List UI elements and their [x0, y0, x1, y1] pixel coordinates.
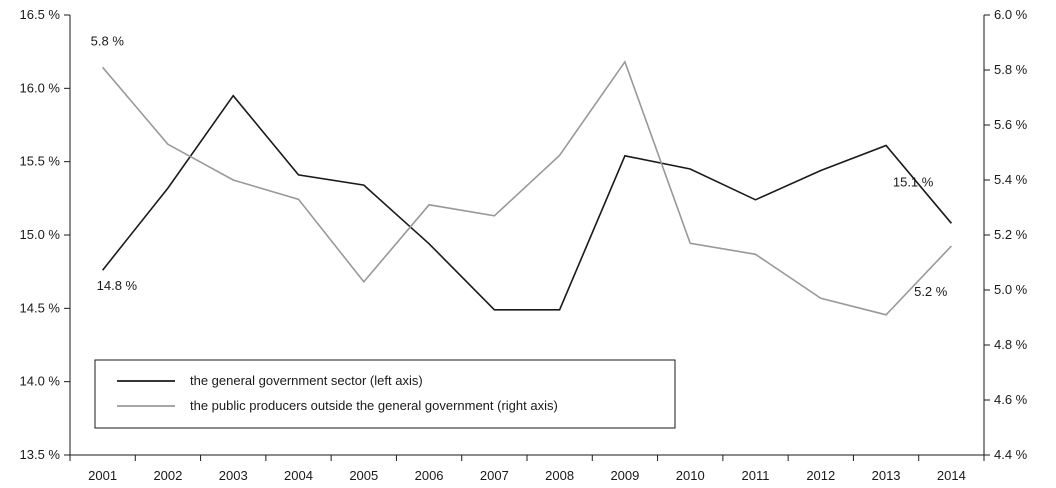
x-tick-label: 2005 — [349, 468, 378, 483]
right-y-tick-label: 5.2 % — [994, 227, 1028, 242]
legend-label: the general government sector (left axis… — [190, 373, 423, 388]
right-y-tick-label: 6.0 % — [994, 7, 1028, 22]
general-government-line — [101, 94, 953, 311]
x-tick-label: 2001 — [88, 468, 117, 483]
axes: 13.5 % 14.0 % 14.5 % 15.0 % 15.5 % 16.0 % 16.5… — [20, 7, 1028, 483]
data-labels: 5.8 % 14.8 % 15.1 % 5.2 % — [91, 33, 948, 299]
x-tick-label: 2014 — [937, 468, 966, 483]
right-y-tick-label: 5.8 % — [994, 62, 1028, 77]
right-y-tick-label: 5.4 % — [994, 172, 1028, 187]
data-label: 5.2 % — [914, 284, 948, 299]
right-y-tick-label: 4.6 % — [994, 392, 1028, 407]
x-tick-label: 2010 — [676, 468, 705, 483]
x-tick-label: 2004 — [284, 468, 313, 483]
left-y-tick-label: 13.5 % — [20, 447, 61, 462]
x-tick-label: 2013 — [872, 468, 901, 483]
x-tick-label: 2003 — [219, 468, 248, 483]
x-tick-label: 2009 — [610, 468, 639, 483]
x-tick-label: 2006 — [415, 468, 444, 483]
x-tick-label: 2007 — [480, 468, 509, 483]
right-y-tick-label: 5.6 % — [994, 117, 1028, 132]
left-y-tick-label: 16.0 % — [20, 80, 61, 95]
legend: the general government sector (left axis… — [94, 359, 676, 429]
right-y-tick-label: 5.0 % — [994, 282, 1028, 297]
x-tick-label: 2012 — [806, 468, 835, 483]
data-label: 15.1 % — [893, 174, 934, 189]
left-y-tick-label: 16.5 % — [20, 7, 61, 22]
left-y-tick-label: 14.5 % — [20, 300, 61, 315]
x-tick-label: 2011 — [742, 468, 770, 483]
legend-box — [94, 359, 676, 429]
left-y-tick-label: 15.5 % — [20, 154, 61, 169]
left-y-tick-label: 15.0 % — [20, 227, 61, 242]
x-tick-label: 2008 — [545, 468, 574, 483]
legend-label: the public producers outside the general… — [190, 398, 558, 413]
data-label: 14.8 % — [97, 278, 138, 293]
series-lines — [101, 60, 953, 316]
right-y-tick-label: 4.8 % — [994, 337, 1028, 352]
right-y-tick-label: 4.4 % — [994, 447, 1028, 462]
public-producers-line — [101, 60, 952, 316]
left-y-tick-label: 14.0 % — [20, 374, 61, 389]
x-tick-label: 2002 — [153, 468, 182, 483]
data-label: 5.8 % — [91, 33, 125, 48]
